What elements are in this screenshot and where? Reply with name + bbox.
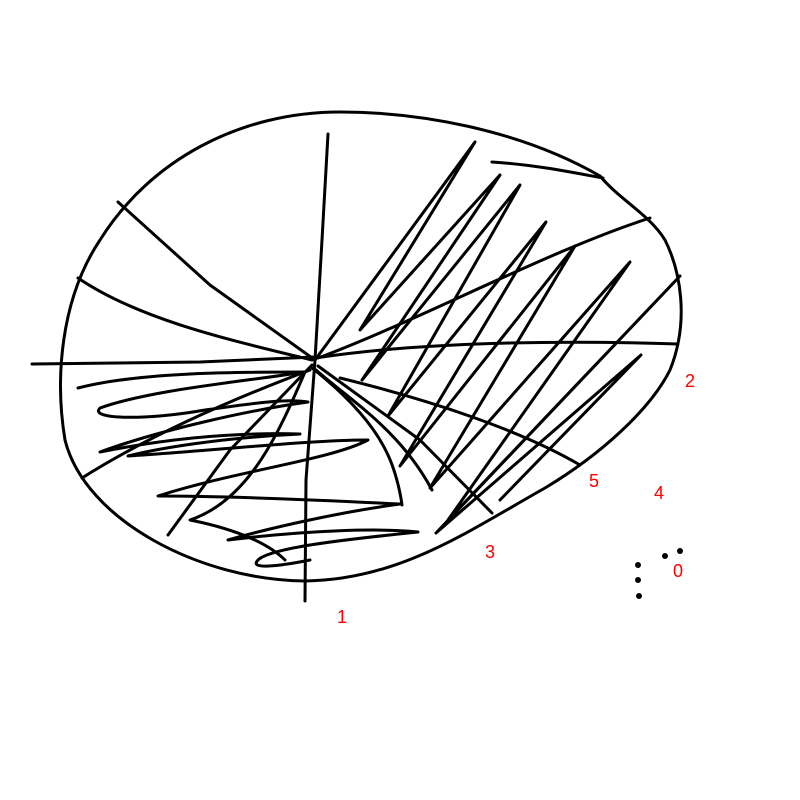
- label-5: 5: [589, 472, 599, 490]
- label-3: 3: [485, 543, 495, 561]
- label-0: 0: [673, 562, 683, 580]
- spoke-left-arc: [78, 278, 312, 360]
- dot: [662, 553, 668, 559]
- dot: [636, 593, 642, 599]
- spoke-vertical-bottom: [305, 360, 315, 601]
- label-4: 4: [654, 484, 664, 502]
- spoke-vertical-top: [315, 134, 328, 360]
- spoke-left-horizontal: [32, 357, 315, 364]
- label-1: 1: [337, 608, 347, 626]
- label-2: 2: [685, 372, 695, 390]
- dot: [677, 548, 683, 554]
- center-triangle-left: [312, 368, 402, 505]
- dot: [635, 577, 641, 583]
- dot: [635, 562, 641, 568]
- outer-blob-outline: [61, 112, 682, 581]
